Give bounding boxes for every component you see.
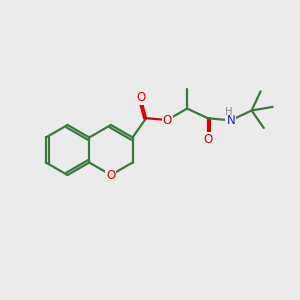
- Text: N: N: [226, 114, 235, 127]
- Text: H: H: [225, 107, 232, 117]
- Text: O: O: [163, 113, 172, 127]
- Text: O: O: [106, 169, 116, 182]
- Text: O: O: [203, 133, 212, 146]
- Text: O: O: [136, 91, 145, 104]
